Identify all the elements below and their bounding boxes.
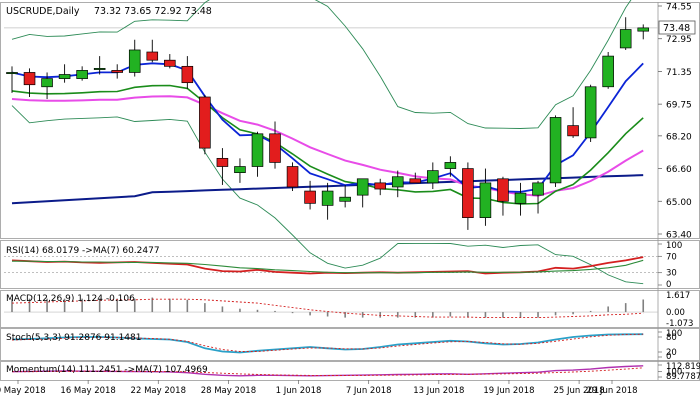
date-label: 13 Jun 2018 (413, 386, 464, 396)
pane-tick-label: 80 (666, 333, 677, 343)
pane-tick-label: 89.7787 (666, 372, 700, 382)
price-tick-label: 65.00 (666, 198, 692, 208)
indicator-panes (11, 256, 645, 377)
candle-body (356, 178, 369, 196)
pane-tick-label: 100 (666, 368, 682, 378)
pane-frames (0, 2, 700, 381)
candle-body (199, 96, 211, 149)
candle-body (286, 166, 299, 188)
candle-body (409, 178, 422, 184)
pane-tick-label: -1.073 (666, 319, 693, 329)
candle-body (584, 86, 597, 139)
indicator-overlays (11, 0, 644, 285)
candle-body (532, 182, 544, 196)
main-title: USCRUDE,Daily (6, 6, 80, 17)
pane-tick-label: 100 (666, 329, 682, 339)
candle-body (146, 51, 159, 61)
candle-body (444, 162, 457, 169)
candle-body (216, 157, 229, 167)
price-tick-label: 66.60 (666, 165, 692, 175)
candle-body (76, 70, 88, 79)
candle-body (427, 170, 439, 184)
date-label: 28 May 2018 (201, 386, 256, 396)
candle-body (514, 192, 527, 204)
candle-body (234, 166, 246, 174)
candle-body (497, 178, 509, 202)
candle-body (251, 133, 264, 167)
ohlc-header: 73.32 73.65 72.92 73.48 (94, 6, 212, 17)
candle-body (567, 125, 579, 137)
candle-body (304, 190, 316, 204)
stoch-title: Stoch(5,3,3) 91.2876 91.1481 (6, 333, 141, 343)
candle-body (58, 74, 71, 79)
candle-body (41, 78, 53, 88)
date-label: 1 Jun 2018 (276, 386, 322, 396)
pane-tick-label: 100 (666, 241, 682, 251)
date-label: 29 Jun 2018 (586, 386, 637, 396)
candle-body (23, 72, 36, 86)
candle-body (181, 65, 194, 84)
candle-body (479, 182, 492, 218)
candle-body (339, 196, 351, 202)
date-label: 7 Jun 2018 (346, 386, 392, 396)
macd-title: MACD(12,26,9) 1.124 -0.106 (6, 294, 135, 304)
candle-body (549, 117, 562, 184)
series-line (12, 367, 644, 376)
date-label: 22 May 2018 (131, 386, 186, 396)
price-tick-label: 63.40 (666, 231, 692, 241)
candle-body (391, 176, 404, 188)
grid-lines (4, 27, 658, 313)
candle-body (462, 168, 474, 218)
candle-body (602, 55, 614, 88)
price-tick-label: 69.75 (666, 101, 692, 111)
candle-body (6, 72, 18, 75)
bollinger-upper (11, 0, 632, 129)
pane-tick-label: 30 (666, 269, 677, 279)
pane-tick-label: 0 (666, 280, 671, 290)
price-tick-label: 68.20 (666, 132, 692, 142)
last-price-tag (658, 20, 696, 35)
pane-tick-label: 1.617 (666, 291, 690, 301)
pane-tick-label: 70 (666, 252, 677, 262)
rsi-title: RSI(14) 68.0179 ->MA(7) 60.2477 (6, 246, 160, 256)
candle-body (637, 27, 650, 32)
ma-fast-line (11, 62, 644, 193)
pane-tick-label: 0 (666, 352, 671, 362)
candle-body (111, 70, 123, 73)
candle-body (619, 29, 632, 49)
candle-body (321, 190, 334, 206)
date-label: 10 May 2018 (0, 386, 46, 396)
momentum-title: Momentum(14) 111.2451 ->MA(7) 107.4969 (6, 365, 208, 375)
candle-body (164, 59, 176, 67)
last-price-label: 73.48 (663, 23, 690, 34)
macd-signal-line (11, 298, 644, 319)
pane-tick-label: 112.8198 (666, 362, 700, 372)
candles (6, 17, 650, 230)
price-tick-label: 74.55 (666, 3, 692, 13)
price-tick-label: 72.95 (666, 35, 692, 45)
price-tick-label: 71.35 (666, 68, 692, 78)
pane-tick-label: 0.00 (666, 308, 685, 318)
candle-body (128, 49, 141, 73)
candle-body (269, 133, 281, 163)
ma-slow-line (11, 95, 644, 197)
date-label: 19 Jun 2018 (483, 386, 534, 396)
candle-body (93, 68, 106, 70)
date-label: 16 May 2018 (60, 386, 115, 396)
axis-labels: 74.55 72.95 71.35 69.75 68.20 66.60 65.00 63.40… (0, 3, 700, 397)
bollinger-lower (11, 105, 644, 285)
date-label: 25 Jun 2018 (554, 386, 605, 396)
candle-body (374, 182, 387, 190)
series-line (11, 333, 644, 352)
series-line (12, 259, 644, 274)
pane-tick-label: 20 (666, 348, 677, 358)
